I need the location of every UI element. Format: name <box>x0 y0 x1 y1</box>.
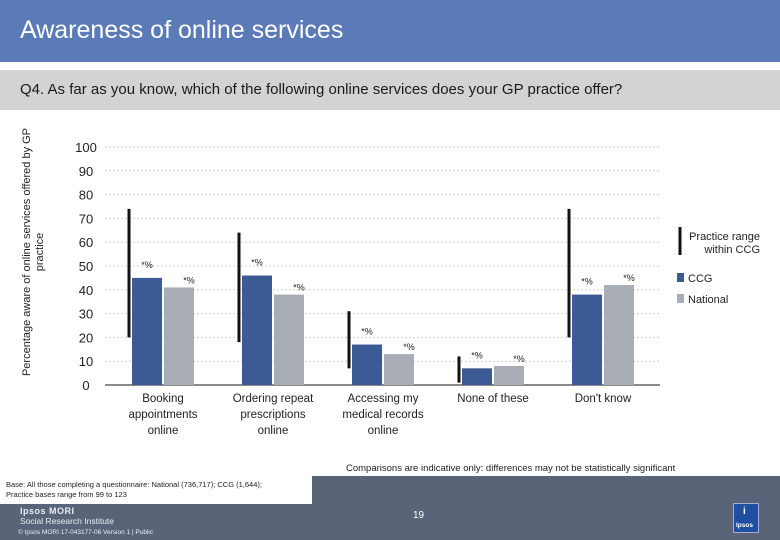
category-label-booking-2: appointments <box>128 409 197 421</box>
question-bar: Q4. As far as you know, which of the fol… <box>0 70 780 110</box>
y-tick-label-50: 50 <box>79 259 93 274</box>
y-tick-label-90: 90 <box>79 164 93 179</box>
category-label-dontknow-1: Don't know <box>575 393 632 405</box>
legend-national-swatch <box>677 294 684 303</box>
y-tick-label-10: 10 <box>79 354 93 369</box>
category-label-records-1: Accessing my <box>348 393 419 405</box>
ipsos-badge-icon: i Ipsos <box>733 503 759 533</box>
data-label-ccg-records: *% <box>361 327 373 337</box>
badge-text: Ipsos <box>736 522 753 529</box>
legend-ccg-label: CCG <box>688 273 712 285</box>
data-label-national-records: *% <box>403 342 415 352</box>
bar-national-ordering <box>274 294 304 385</box>
bar-ccg-dontknow <box>572 294 602 385</box>
y-tick-label-100: 100 <box>75 140 97 155</box>
bar-ccg-ordering <box>242 275 272 385</box>
y-tick-label-80: 80 <box>79 188 93 203</box>
data-label-ccg-booking: *% <box>141 260 153 270</box>
category-label-ordering-1: Ordering repeat <box>233 393 314 405</box>
bar-national-dontknow <box>604 285 634 385</box>
base-line-1: Base: All those completing a questionnai… <box>6 480 262 489</box>
category-label-records-2: medical records <box>342 409 423 421</box>
bar-ccg-booking <box>132 277 162 385</box>
title-bar: Awareness of online services <box>0 0 780 62</box>
copyright-text: © Ipsos MORI 17-043177-06 Version 1 | Pu… <box>18 529 154 536</box>
data-label-ccg-dontknow: *% <box>581 277 593 287</box>
badge-mark: i <box>743 506 746 517</box>
y-tick-label-20: 20 <box>79 330 93 345</box>
legend-range-label-2: within CCG <box>703 244 760 256</box>
base-line-2: Practice bases range from 99 to 123 <box>6 490 127 499</box>
data-label-ccg-none: *% <box>471 350 483 360</box>
legend-ccg-swatch <box>677 273 684 282</box>
data-label-ccg-ordering: *% <box>251 258 263 268</box>
data-label-national-booking: *% <box>183 275 195 285</box>
question-text: Q4. As far as you know, which of the fol… <box>20 81 623 98</box>
data-label-national-ordering: *% <box>293 283 305 293</box>
comparison-footnote: Comparisons are indicative only: differe… <box>346 463 676 474</box>
category-label-records-3: online <box>368 425 399 437</box>
y-tick-label-0: 0 <box>82 378 89 393</box>
base-text: Base: All those completing a questionnai… <box>6 480 262 500</box>
bar-national-booking <box>164 287 194 385</box>
bar-ccg-records <box>352 344 382 385</box>
page-number: 19 <box>413 510 425 521</box>
category-label-ordering-2: prescriptions <box>240 409 305 421</box>
category-label-booking-3: online <box>148 425 179 437</box>
category-label-booking-1: Booking <box>142 393 184 405</box>
logo-line-1: Ipsos MORI <box>20 506 75 516</box>
bar-ccg-none <box>462 368 492 385</box>
y-tick-label-60: 60 <box>79 235 93 250</box>
data-label-national-dontknow: *% <box>623 273 635 283</box>
category-label-ordering-3: online <box>258 425 289 437</box>
base-box <box>0 476 312 504</box>
legend-national-label: National <box>688 294 728 306</box>
logo-line-2: Social Research Institute <box>20 516 115 526</box>
y-tick-label-40: 40 <box>79 283 93 298</box>
category-label-none-1: None of these <box>457 393 529 405</box>
y-tick-label-30: 30 <box>79 307 93 322</box>
bar-national-none <box>494 365 524 385</box>
ipsos-mori-logo: Ipsos MORI Social Research Institute <box>20 506 114 526</box>
slide-title: Awareness of online services <box>20 16 344 44</box>
bar-national-records <box>384 354 414 385</box>
data-label-national-none: *% <box>513 354 525 364</box>
bar-chart: 0 10 20 30 40 50 60 70 80 90 100 *% *% Booking appoint… <box>75 140 760 437</box>
y-tick-label-70: 70 <box>79 211 93 226</box>
legend-range-label-1: Practice range <box>689 231 760 243</box>
